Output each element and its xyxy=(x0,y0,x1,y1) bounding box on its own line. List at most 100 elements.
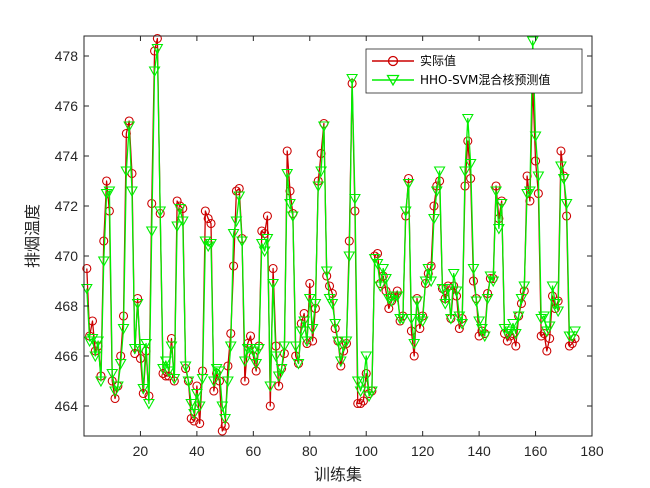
data-point xyxy=(230,216,243,228)
data-point xyxy=(227,228,240,240)
data-point xyxy=(203,213,213,224)
data-point xyxy=(382,293,395,305)
data-point xyxy=(278,341,291,353)
data-point xyxy=(89,351,102,363)
data-point xyxy=(103,186,116,198)
legend-box xyxy=(365,48,583,94)
data-point xyxy=(351,376,364,388)
data-point xyxy=(205,238,217,250)
data-point xyxy=(560,198,573,210)
data-point xyxy=(380,273,392,285)
data-point xyxy=(185,398,198,410)
data-point xyxy=(531,156,541,166)
data-point xyxy=(157,363,169,375)
data-point xyxy=(289,341,302,353)
data-point xyxy=(284,198,296,210)
data-point xyxy=(190,388,203,400)
y-tick-label: 472 xyxy=(55,198,79,214)
data-point xyxy=(247,346,260,358)
legend-marker-predicted xyxy=(386,74,400,87)
data-point xyxy=(137,383,150,395)
data-point xyxy=(317,121,330,133)
data-point xyxy=(549,298,562,310)
data-point xyxy=(244,343,257,355)
data-point xyxy=(536,331,546,341)
data-point xyxy=(142,398,155,410)
data-point xyxy=(174,203,186,215)
data-point xyxy=(522,171,532,181)
data-point xyxy=(312,181,325,193)
data-point xyxy=(501,328,514,340)
data-point xyxy=(346,73,359,85)
data-point xyxy=(320,266,333,278)
data-point xyxy=(425,276,438,288)
data-point xyxy=(240,376,250,386)
data-point xyxy=(206,218,216,229)
data-point xyxy=(343,251,356,263)
data-point xyxy=(532,171,545,183)
x-tick-label: 60 xyxy=(246,443,262,459)
data-point xyxy=(120,166,133,178)
data-point xyxy=(106,368,119,380)
data-point xyxy=(396,313,409,325)
data-point xyxy=(467,263,480,275)
legend-marker-actual xyxy=(387,55,399,67)
data-point xyxy=(405,313,418,325)
data-point xyxy=(176,216,189,228)
data-point xyxy=(442,283,455,295)
x-tick-label: 140 xyxy=(467,443,491,459)
data-point xyxy=(94,376,107,388)
data-point xyxy=(502,336,512,346)
data-point xyxy=(229,261,239,271)
data-point xyxy=(413,313,426,325)
data-point xyxy=(162,366,175,378)
data-point xyxy=(86,333,99,345)
data-point xyxy=(189,416,199,426)
data-point xyxy=(329,318,342,330)
data-point xyxy=(117,323,130,335)
data-point xyxy=(298,316,311,328)
data-point xyxy=(223,361,233,371)
x-tick-label: 80 xyxy=(302,443,318,459)
data-point xyxy=(358,396,368,406)
data-point xyxy=(487,276,500,288)
data-point xyxy=(233,191,246,203)
data-point xyxy=(511,341,521,351)
data-point xyxy=(102,176,112,186)
data-point xyxy=(275,363,288,375)
data-point xyxy=(557,173,570,185)
data-point xyxy=(490,186,502,198)
y-tick-label: 478 xyxy=(55,48,79,64)
data-point xyxy=(377,263,390,275)
data-point xyxy=(213,366,226,378)
data-point xyxy=(475,323,488,335)
data-point xyxy=(485,273,495,284)
data-point xyxy=(521,188,534,200)
data-point xyxy=(202,241,215,253)
y-axis-label: 排烟温度 xyxy=(23,204,42,268)
data-point xyxy=(221,376,234,388)
data-point xyxy=(258,246,271,258)
series-predicted xyxy=(80,36,582,425)
data-point xyxy=(285,186,295,196)
data-point xyxy=(430,186,443,198)
data-point xyxy=(436,283,449,295)
data-point xyxy=(261,233,274,245)
data-point xyxy=(404,173,414,184)
data-point xyxy=(334,356,347,368)
data-point xyxy=(473,316,486,328)
data-point xyxy=(419,276,432,288)
data-point xyxy=(168,373,181,385)
data-point xyxy=(315,166,328,178)
data-point xyxy=(340,336,353,348)
data-point xyxy=(82,263,92,274)
data-point xyxy=(159,356,172,368)
data-point xyxy=(447,268,460,280)
data-point xyxy=(151,43,164,55)
data-point xyxy=(272,371,285,383)
data-point xyxy=(515,293,528,305)
data-point xyxy=(428,213,440,225)
data-point xyxy=(481,293,494,305)
